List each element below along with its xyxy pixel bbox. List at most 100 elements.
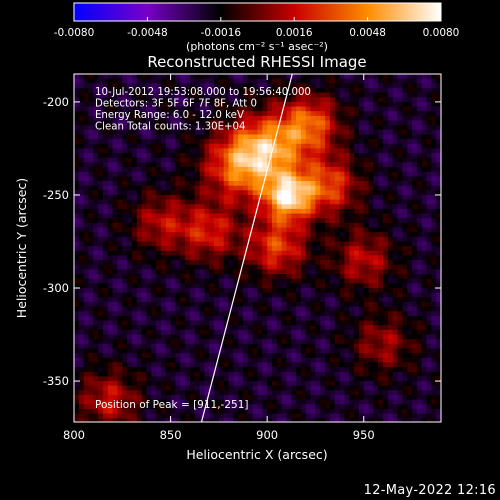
heatmap-cell bbox=[175, 92, 181, 98]
heatmap-cell bbox=[349, 185, 355, 191]
heatmap-cell bbox=[83, 371, 90, 378]
heatmap-cell bbox=[421, 134, 428, 140]
heatmap-cell bbox=[122, 92, 128, 98]
heatmap-cell bbox=[368, 106, 375, 112]
heatmap-cell bbox=[98, 148, 104, 154]
heatmap-cell bbox=[334, 213, 341, 219]
heatmap-cell bbox=[160, 334, 167, 340]
heatmap-cell bbox=[233, 260, 239, 266]
heatmap-cell bbox=[243, 148, 249, 154]
heatmap-cell bbox=[441, 344, 446, 349]
heatmap-cell bbox=[412, 101, 418, 108]
heatmap-cell bbox=[199, 343, 206, 350]
heatmap-cell bbox=[402, 208, 408, 215]
heatmap-cell bbox=[233, 153, 239, 159]
heatmap-cell bbox=[136, 153, 143, 159]
heatmap-cell bbox=[136, 218, 143, 224]
heatmap-cell bbox=[262, 129, 268, 136]
heatmap-cell bbox=[378, 362, 384, 368]
heatmap-cell bbox=[358, 120, 365, 126]
heatmap-cell bbox=[392, 125, 399, 131]
heatmap-cell bbox=[170, 208, 177, 215]
heatmap-cell bbox=[112, 297, 119, 303]
heatmap-cell bbox=[392, 106, 399, 112]
heatmap-cell bbox=[136, 176, 143, 182]
heatmap-cell bbox=[136, 88, 143, 94]
heatmap-cell bbox=[117, 213, 123, 219]
heatmap-cell bbox=[243, 143, 249, 150]
heatmap-cell bbox=[214, 213, 220, 219]
heatmap-cell bbox=[286, 106, 292, 112]
heatmap-cell bbox=[156, 204, 162, 210]
heatmap-cell bbox=[185, 204, 191, 210]
heatmap-cell bbox=[228, 139, 234, 145]
heatmap-cell bbox=[103, 106, 109, 112]
heatmap-cell bbox=[238, 171, 244, 177]
heatmap-cell bbox=[243, 362, 249, 368]
heatmap-cell bbox=[141, 157, 148, 163]
heatmap-cell bbox=[329, 199, 336, 205]
heatmap-cell bbox=[117, 222, 123, 229]
heatmap-cell bbox=[392, 325, 399, 331]
heatmap-cell bbox=[436, 125, 441, 131]
heatmap-cell bbox=[122, 255, 128, 261]
heatmap-cell bbox=[165, 250, 172, 257]
heatmap-cell bbox=[252, 97, 259, 103]
heatmap-cell bbox=[189, 78, 196, 84]
heatmap-cell bbox=[98, 181, 104, 187]
heatmap-cell bbox=[136, 246, 143, 252]
heatmap-cell bbox=[204, 195, 210, 201]
heatmap-cell bbox=[214, 274, 220, 280]
heatmap-cell bbox=[358, 129, 365, 136]
heatmap-cell bbox=[233, 329, 239, 336]
heatmap-cell bbox=[204, 167, 210, 173]
heatmap-cell bbox=[325, 199, 331, 205]
heatmap-cell bbox=[368, 269, 375, 275]
heatmap-cell bbox=[156, 339, 162, 345]
heatmap-cell bbox=[421, 274, 428, 280]
heatmap-cell bbox=[199, 278, 206, 284]
heatmap-cell bbox=[412, 362, 418, 368]
heatmap-cell bbox=[170, 148, 177, 154]
heatmap-cell bbox=[103, 171, 109, 177]
heatmap-cell bbox=[74, 255, 80, 261]
heatmap-cell bbox=[247, 139, 254, 145]
heatmap-cell bbox=[281, 334, 288, 340]
heatmap-cell bbox=[185, 236, 191, 243]
heatmap-cell bbox=[354, 283, 360, 289]
colorbar-tick-label: -0.0080 bbox=[54, 27, 95, 39]
heatmap-cell bbox=[320, 260, 326, 266]
heatmap-cell bbox=[170, 129, 177, 136]
heatmap-cell bbox=[344, 353, 350, 359]
heatmap-cell bbox=[160, 227, 167, 233]
heatmap-cell bbox=[146, 185, 152, 191]
heatmap-cell bbox=[441, 186, 446, 191]
heatmap-cell bbox=[194, 306, 201, 312]
heatmap-cell bbox=[426, 292, 432, 298]
heatmap-cell bbox=[78, 185, 85, 191]
heatmap-cell bbox=[392, 101, 399, 108]
heatmap-cell bbox=[315, 218, 321, 224]
heatmap-cell bbox=[262, 274, 268, 280]
heatmap-cell bbox=[252, 241, 259, 247]
heatmap-cell bbox=[358, 255, 365, 261]
heatmap-cell bbox=[407, 115, 413, 122]
heatmap-cell bbox=[151, 204, 157, 210]
heatmap-cell bbox=[339, 204, 346, 210]
heatmap-cell bbox=[98, 153, 104, 159]
heatmap-cell bbox=[209, 255, 215, 261]
heatmap-cell bbox=[315, 111, 321, 117]
heatmap-cell bbox=[392, 348, 399, 354]
heatmap-cell bbox=[141, 371, 148, 378]
heatmap-cell bbox=[98, 92, 104, 98]
heatmap-cell bbox=[252, 157, 259, 163]
heatmap-cell bbox=[223, 283, 230, 289]
heatmap-cell bbox=[156, 325, 162, 331]
heatmap-cell bbox=[349, 83, 355, 89]
heatmap-cell bbox=[98, 274, 104, 280]
heatmap-cell bbox=[320, 297, 326, 303]
heatmap-cell bbox=[354, 325, 360, 331]
heatmap-cell bbox=[262, 255, 268, 261]
heatmap-cell bbox=[78, 92, 85, 98]
heatmap-cell bbox=[223, 232, 230, 238]
